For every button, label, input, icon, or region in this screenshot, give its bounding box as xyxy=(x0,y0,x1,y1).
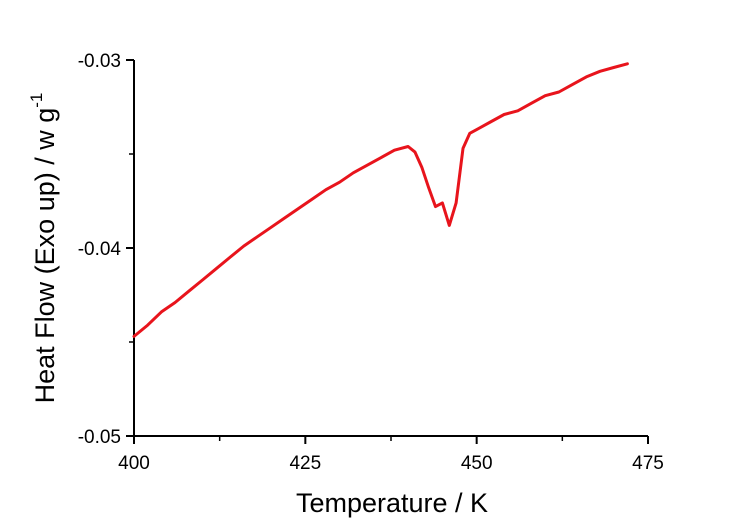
series-layer xyxy=(132,62,629,338)
axes-layer: 400 425 450 475 -0.05 -0.04 -0.03 xyxy=(78,51,664,474)
y-tick-label: -0.05 xyxy=(78,427,121,448)
x-axis-title: Temperature / K xyxy=(296,488,488,518)
x-tick-label: 450 xyxy=(461,453,493,474)
x-tick-label: 400 xyxy=(118,453,150,474)
y-axis-title: Heat Flow (Exo up) / w g-1 xyxy=(27,93,60,404)
y-tick-label: -0.04 xyxy=(78,239,122,260)
y-axis-title-superscript: -1 xyxy=(27,93,46,108)
x-tick-label: 425 xyxy=(289,453,321,474)
y-tick-label: -0.03 xyxy=(78,51,121,72)
x-tick-label: 475 xyxy=(632,453,664,474)
y-axis-title-main: Heat Flow (Exo up) / w g xyxy=(30,108,60,404)
labels-layer: Temperature / K Heat Flow (Exo up) / w g… xyxy=(27,93,488,518)
series-line xyxy=(132,62,629,338)
